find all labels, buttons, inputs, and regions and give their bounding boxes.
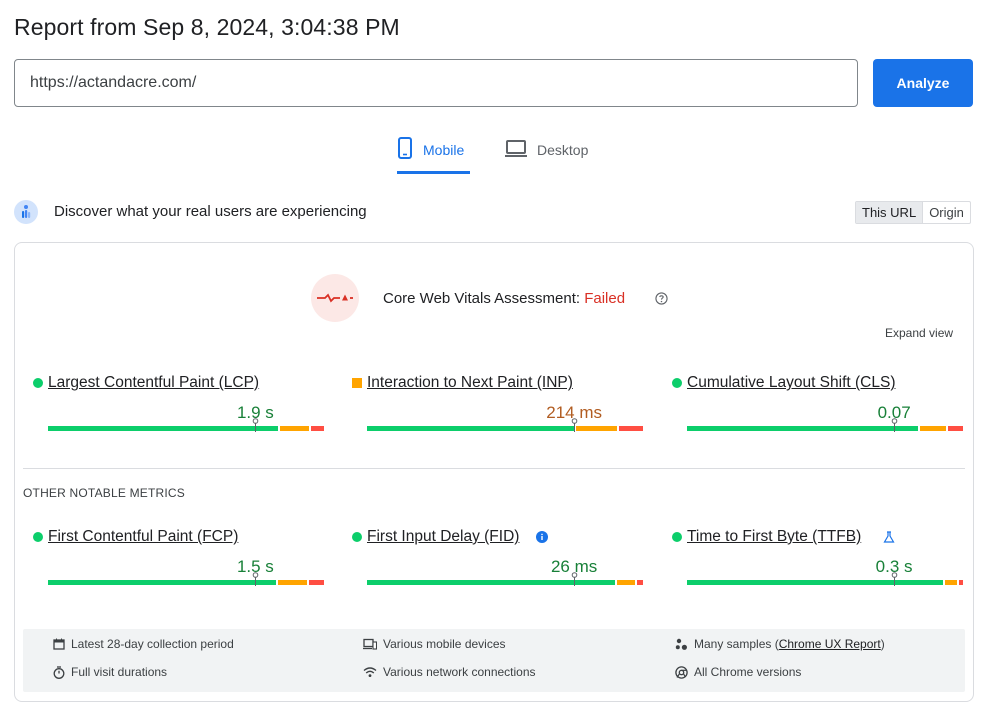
tab-desktop-label: Desktop: [537, 142, 589, 158]
distribution-bar: [687, 426, 965, 431]
url-origin-toggle: This URL Origin: [855, 201, 971, 224]
p75-marker-icon: [891, 418, 898, 432]
p75-marker-icon: [252, 418, 259, 432]
chrome-ux-report-link[interactable]: Chrome UX Report: [778, 637, 881, 651]
good-status-dot-icon: [352, 532, 362, 542]
distribution-poor-segment: [636, 580, 643, 585]
chrome-versions-text: All Chrome versions: [694, 665, 802, 679]
metric-name-link[interactable]: Cumulative Layout Shift (CLS): [687, 374, 896, 391]
distribution-good-segment: [367, 580, 615, 585]
analyze-button[interactable]: Analyze: [873, 59, 973, 107]
report-title: Report from Sep 8, 2024, 3:04:38 PM: [14, 14, 400, 40]
distribution-needs-improvement-segment: [278, 580, 308, 585]
distribution-needs-improvement-segment: [919, 426, 946, 431]
distribution-bar: [48, 580, 326, 585]
calendar-icon: [53, 638, 65, 650]
metric-name-link[interactable]: Time to First Byte (TTFB): [687, 528, 862, 545]
p75-marker-icon: [571, 572, 578, 586]
collection-period: Latest 28-day collection period: [53, 637, 234, 651]
tab-mobile-label: Mobile: [423, 142, 465, 158]
cwv-failed-badge: [311, 274, 359, 322]
metric-value: 1.5 s: [236, 557, 274, 576]
distribution-good-segment: [687, 580, 944, 585]
samples-suffix: ): [880, 637, 885, 651]
distribution-bar: [48, 426, 326, 431]
distribution-poor-segment: [947, 426, 963, 431]
p75-marker-icon: [571, 418, 578, 432]
devices-info: Various mobile devices: [363, 637, 506, 651]
network-text: Various network connections: [383, 665, 536, 679]
wifi-icon: [363, 667, 377, 677]
metric-value: 214 ms: [546, 403, 602, 422]
chrome-versions-info: All Chrome versions: [675, 665, 801, 679]
metrics-divider: [23, 468, 965, 469]
metric-name-link[interactable]: First Input Delay (FID): [367, 528, 520, 545]
distribution-bar: [687, 580, 965, 585]
collection-period-text: Latest 28-day collection period: [71, 637, 234, 651]
samples-info: Many samples (Chrome UX Report): [675, 637, 885, 651]
needs-improvement-square-icon: [352, 378, 362, 388]
distribution-needs-improvement-segment: [576, 426, 618, 431]
good-status-dot-icon: [33, 378, 43, 388]
distribution-poor-segment: [310, 426, 324, 431]
p75-marker-icon: [891, 572, 898, 586]
good-status-dot-icon: [33, 532, 43, 542]
metric-value: 1.9 s: [236, 403, 274, 422]
distribution-needs-improvement-segment: [616, 580, 635, 585]
experimental-flask-icon: [883, 531, 895, 543]
smartphone-icon: [398, 137, 412, 159]
distribution-needs-improvement-segment: [279, 426, 309, 431]
info-icon[interactable]: [536, 531, 548, 543]
distribution-good-segment: [48, 580, 277, 585]
visit-durations-text: Full visit durations: [71, 665, 168, 679]
origin-toggle[interactable]: Origin: [929, 205, 964, 220]
url-input[interactable]: [14, 59, 858, 107]
heartbeat-icon: [317, 293, 353, 303]
distribution-bar: [367, 426, 645, 431]
distribution-poor-segment: [309, 580, 324, 585]
samples-text: Many samples (Chrome UX Report): [694, 637, 885, 651]
crux-users-icon: [14, 200, 38, 224]
discover-heading: Discover what your real users are experi…: [54, 203, 367, 220]
cwv-assessment: Core Web Vitals Assessment: Failed: [383, 290, 625, 307]
samples-prefix: Many samples (: [694, 637, 779, 651]
good-status-dot-icon: [672, 532, 682, 542]
p75-marker-icon: [252, 572, 259, 586]
devices-text: Various mobile devices: [383, 637, 506, 651]
good-status-dot-icon: [672, 378, 682, 388]
field-data-card: [14, 242, 974, 702]
metric-name-link[interactable]: First Contentful Paint (FCP): [48, 528, 239, 545]
metric-value: 26 ms: [550, 557, 598, 576]
devices-icon: [363, 638, 377, 650]
cwv-assessment-label: Core Web Vitals Assessment:: [383, 290, 581, 307]
distribution-poor-segment: [959, 580, 963, 585]
help-icon[interactable]: [655, 292, 668, 305]
samples-icon: [675, 638, 687, 650]
tab-mobile[interactable]: Mobile: [397, 136, 470, 174]
distribution-poor-segment: [619, 426, 643, 431]
chrome-icon: [675, 665, 688, 679]
other-metrics-heading: OTHER NOTABLE METRICS: [23, 486, 185, 500]
metric-value: 0.07: [877, 403, 911, 422]
distribution-good-segment: [687, 426, 918, 431]
timer-icon: [53, 665, 65, 679]
tab-desktop[interactable]: Desktop: [505, 136, 588, 174]
distribution-needs-improvement-segment: [945, 580, 958, 585]
collection-info-footer: Latest 28-day collection period Full vis…: [23, 629, 965, 692]
network-info: Various network connections: [363, 665, 536, 679]
metric-name-link[interactable]: Largest Contentful Paint (LCP): [48, 374, 260, 391]
metric-name-link[interactable]: Interaction to Next Paint (INP): [367, 374, 573, 391]
visit-durations: Full visit durations: [53, 665, 167, 679]
expand-view-link[interactable]: Expand view: [885, 326, 954, 340]
distribution-good-segment: [48, 426, 278, 431]
distribution-good-segment: [367, 426, 575, 431]
metric-value: 0.3 s: [875, 557, 913, 576]
distribution-bar: [367, 580, 645, 585]
this-url-toggle[interactable]: This URL: [856, 202, 924, 223]
laptop-icon: [505, 140, 527, 157]
cwv-assessment-status: Failed: [584, 290, 626, 307]
